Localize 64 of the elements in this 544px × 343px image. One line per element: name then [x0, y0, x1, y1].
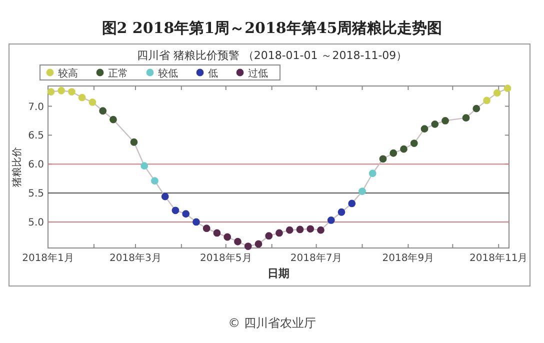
point [130, 138, 138, 146]
point [140, 162, 148, 170]
point [483, 96, 490, 104]
legend-label: 正常 [108, 68, 128, 80]
point [348, 200, 356, 208]
point [88, 98, 96, 106]
y-tick-label: 5.5 [28, 188, 44, 200]
legend-label: 较低 [158, 68, 178, 80]
point [161, 192, 169, 200]
x-tick-label: 2018年3月 [110, 252, 162, 264]
point [224, 233, 232, 241]
y-tick-label: 6.0 [28, 160, 44, 171]
point [368, 170, 376, 178]
point [410, 140, 418, 147]
point [234, 238, 242, 246]
point [58, 86, 66, 94]
point [431, 120, 439, 128]
point [99, 107, 107, 115]
x-axis-title: 日期 [268, 267, 290, 280]
point [151, 177, 158, 185]
point [504, 84, 512, 92]
point [296, 226, 304, 234]
point [327, 216, 335, 224]
legend-label: 过低 [248, 68, 268, 80]
x-tick-label: 2018年5月 [200, 252, 252, 264]
chart-subtitle: 四川省 猪粮比价预警 （2018-01-01 ～2018-11-09） [136, 49, 408, 62]
point [172, 206, 180, 214]
point [182, 210, 190, 218]
point [390, 149, 398, 157]
point [286, 226, 294, 234]
point [420, 125, 428, 133]
text: © 四川省农业厅 [228, 316, 316, 330]
point [317, 226, 324, 234]
legend-label: 较高 [58, 68, 78, 80]
point [47, 88, 55, 96]
point [202, 224, 210, 232]
y-axis-title: 猪粮比价 [11, 147, 23, 187]
legend-label: 低 [208, 68, 218, 80]
point [213, 229, 221, 237]
point [493, 89, 501, 97]
y-tick-label: 5.0 [28, 217, 44, 228]
point [68, 88, 76, 96]
y-tick-label: 7.0 [28, 102, 44, 113]
y-tick-label: 6.5 [28, 130, 44, 142]
x-tick-label: 2018年11月 [470, 252, 528, 264]
point [110, 116, 117, 124]
x-tick-label: 2018年1月 [22, 252, 74, 264]
point [276, 229, 283, 237]
point [254, 240, 262, 248]
point [442, 117, 449, 124]
point [192, 218, 200, 226]
point [462, 114, 470, 122]
point [400, 145, 408, 153]
x-tick-label: 2018年7月 [290, 252, 342, 264]
point [358, 188, 366, 195]
point [78, 94, 86, 102]
point [265, 232, 273, 240]
x-tick-label: 2018年9月 [382, 252, 434, 264]
point [338, 208, 346, 216]
point [379, 155, 387, 163]
chart-title: 图2 2018年第1周～2018年第45周猪粮比走势图 [102, 19, 442, 37]
point [306, 225, 314, 233]
point [472, 104, 480, 112]
point [244, 242, 252, 250]
